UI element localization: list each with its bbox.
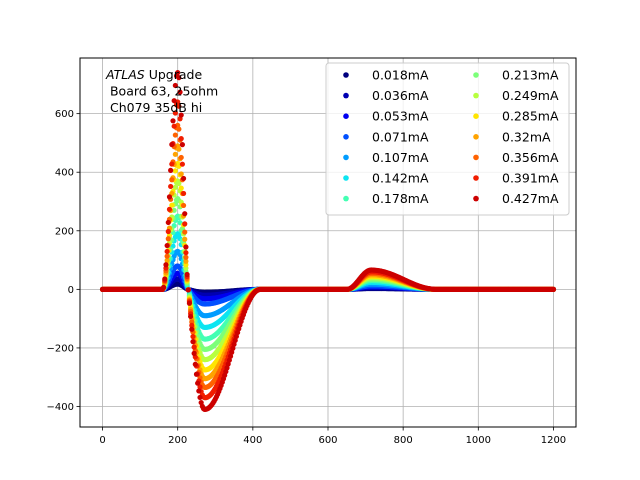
data-point xyxy=(180,190,187,197)
data-point xyxy=(189,322,195,329)
data-point xyxy=(164,248,170,255)
data-point xyxy=(183,254,189,260)
data-point xyxy=(165,228,171,235)
data-point xyxy=(169,202,175,208)
data-point xyxy=(172,110,178,116)
data-point xyxy=(169,177,175,183)
data-point xyxy=(182,229,188,235)
data-point xyxy=(172,168,178,174)
data-points xyxy=(99,70,557,413)
data-point xyxy=(182,221,188,227)
data-point xyxy=(176,126,182,132)
data-point xyxy=(191,344,197,350)
data-point xyxy=(183,250,189,256)
data-point xyxy=(172,184,178,190)
data-point xyxy=(172,151,178,157)
data-point xyxy=(176,180,182,187)
data-point xyxy=(176,146,182,152)
data-point xyxy=(169,161,175,167)
data-point xyxy=(171,123,177,129)
data-point xyxy=(178,136,184,142)
data-point xyxy=(165,236,171,242)
data-point xyxy=(172,132,178,138)
data-point xyxy=(176,103,182,109)
data-point xyxy=(168,183,174,190)
data-point xyxy=(182,236,188,242)
data-point xyxy=(178,154,184,161)
data-point xyxy=(178,171,184,177)
data-point xyxy=(180,202,187,209)
data-point xyxy=(178,185,184,191)
data-point xyxy=(179,161,185,167)
data-point xyxy=(166,206,173,212)
data-point xyxy=(183,258,189,264)
data-point xyxy=(164,253,170,259)
data-point xyxy=(190,333,196,340)
data-point xyxy=(197,384,203,390)
data-point xyxy=(164,257,170,263)
